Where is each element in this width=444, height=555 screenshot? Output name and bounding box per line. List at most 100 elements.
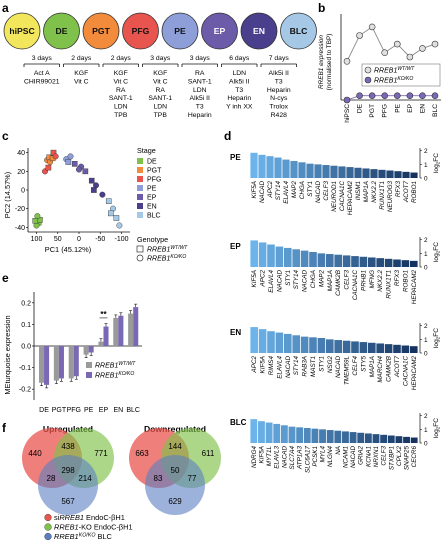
d-gene-label: NACAD [302,270,309,292]
e-legend-ko-label: RREB1KO/KO [95,371,134,380]
d-gene-label: RUNX1T1 [386,270,393,299]
b-xtick-label: DE [357,103,364,113]
d-ytick-label: 0 [424,351,428,358]
d-bar [282,159,290,178]
b-xtick-label: BLC [432,104,439,117]
d-bar [354,167,362,178]
duration-label: 3 days [190,55,211,62]
d-bar [334,254,342,267]
panel-label-c: c [2,129,9,143]
b-legend-wt-label: RREB1WT/WT [374,66,415,75]
stage-circle-blc [280,12,317,50]
d-gene-label: NKX2.2 [371,181,378,203]
b-point [356,92,363,99]
d-ytick-label: 2 [424,148,428,155]
d-bar [368,342,376,353]
d-gene-label: CHGA [299,181,306,199]
factor-label: Vit C [113,78,128,85]
stage-legend-title: Stage [137,146,156,155]
d-bar [288,426,296,443]
d-bar [359,256,368,267]
d-gene-label: NA [335,446,342,455]
d-bar [372,434,380,443]
c-point-ko [116,222,123,229]
d-bar [267,244,275,267]
d-bar [300,250,309,267]
d-bar [334,430,342,443]
venn-legend-label-b: RREB1-KO EndoC-βH1 [54,523,133,532]
d-gene-label: RFX3 [394,270,401,287]
d-gene-label: CACNA1C [339,181,346,212]
duration-label: 2 days [71,55,92,62]
c-legend-label-ep: EP [147,195,157,202]
b-legend-ko-label: RREB1KO/KO [374,76,413,85]
d-bar [384,344,393,353]
d-gene-label: CAMK2B [386,356,393,382]
d-ytick-label: 1 [424,337,428,344]
c-point-wt [113,215,120,221]
duration-label: 2 days [111,55,132,62]
d-gene-label: NACAD [350,446,357,468]
pc2-axis-label: PC2 (14.57%) [3,172,12,218]
d-bar [342,255,351,267]
factor-label: Alk5i II [269,70,290,77]
e-xtick-label: PE [84,407,94,414]
c-point-wt [91,187,97,193]
panel-b-ylabel: RREB1 expression (normalised to TBP) [318,34,333,91]
stage-circle-label-pe: PE [174,26,186,36]
d-ylabel: log2FC [433,328,441,348]
c-point-wt [108,210,114,217]
d-gene-label: KIF5A [260,356,267,374]
d-gene-label: MAP2 [291,181,298,199]
stage-circles: hiPSC DE PGT PFG PE EP EN BLC [3,12,317,50]
e-bar [118,315,124,346]
d-bar [303,428,311,443]
d-bar [314,164,322,178]
stage-circle-label-en: EN [253,26,265,36]
d-bar [394,171,402,178]
d-title-ep: EP [230,242,241,251]
stage-circle-pe [161,12,199,50]
e-bar [128,313,134,346]
d-bar [342,340,351,353]
d-gene-label: HEPACAM2 [411,356,418,391]
genotype-ko-marker [136,254,144,262]
factor-label: SANT-1 [148,95,172,102]
factor-label: LDN [153,104,167,111]
factor-label: N-cys [270,95,288,102]
factor-label: Vit C [153,78,168,85]
duration-label: 6 days [229,55,250,62]
d-gene-label: SNAP25 [404,446,411,471]
e-bar [133,307,139,346]
d-bar [250,152,258,178]
d-bar [258,421,265,443]
d-bar [380,434,388,443]
stage-circle-label-de: DE [56,26,68,36]
d-bar [300,336,309,353]
c-point-wt [45,164,52,171]
stage-circle-label-hipsc: hiPSC [9,26,34,36]
d-bar [393,344,401,353]
d-bar [357,432,365,443]
d-bar [378,169,386,178]
b-point [343,57,351,65]
c-legend-swatch-blc [137,212,143,218]
d-gene-label: HEPACAM2 [411,270,418,305]
d-gene-label: NSG2 [327,356,334,374]
b-xtick-label: EP [407,103,414,112]
e-xtick-label: EN [113,407,123,414]
d-bar [309,252,317,267]
genotype-wt-marker [136,245,144,253]
venn-up-count-bc: 214 [78,474,92,483]
duration-label: 7 days [269,55,290,62]
d-bar [410,172,418,178]
e-bar [83,346,89,355]
d-gene-label: STY14 [293,356,300,376]
d-gene-label: ELAVL3 [274,446,281,469]
b-point [406,53,414,61]
venn-legend-marker-c [44,532,52,541]
